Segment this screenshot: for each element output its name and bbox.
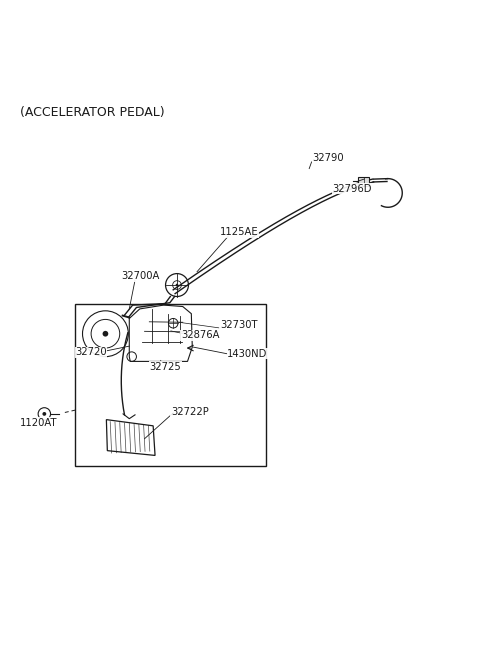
Text: 32720: 32720 [75, 347, 107, 358]
Text: 32725: 32725 [149, 361, 181, 371]
Text: 32876A: 32876A [181, 331, 219, 340]
Bar [359, 176, 369, 186]
Text: (ACCELERATOR PEDAL): (ACCELERATOR PEDAL) [21, 106, 165, 119]
Text: 32796D: 32796D [333, 184, 372, 194]
Text: 1120AT: 1120AT [20, 418, 57, 428]
Circle shape [176, 283, 179, 287]
Circle shape [103, 331, 108, 337]
Bar [75, 304, 266, 466]
Text: 32722P: 32722P [171, 407, 208, 417]
Text: 1125AE: 1125AE [220, 228, 259, 237]
Text: 32730T: 32730T [220, 320, 257, 330]
Text: 32790: 32790 [312, 153, 344, 163]
Circle shape [42, 412, 46, 416]
Text: 32700A: 32700A [121, 272, 160, 281]
Text: 1430ND: 1430ND [227, 348, 267, 359]
